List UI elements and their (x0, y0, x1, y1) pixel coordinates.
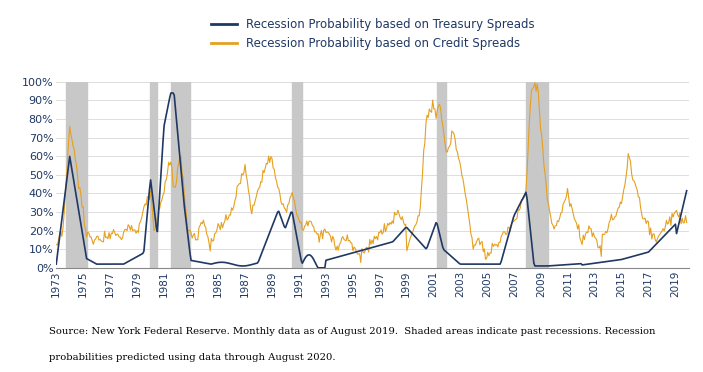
Bar (150, 82, 157, 268)
Legend: Recession Probability based on Treasury Spreads, Recession Probability based on : Recession Probability based on Treasury … (206, 13, 539, 55)
Text: Source: New York Federal Reserve. Monthly data as of August 2019.  Shaded areas : Source: New York Federal Reserve. Monthl… (49, 327, 656, 336)
Bar (527, 82, 548, 268)
Bar (292, 82, 302, 268)
Bar (171, 82, 190, 268)
Text: probabilities predicted using data through August 2020.: probabilities predicted using data throu… (49, 353, 336, 362)
Bar (437, 82, 446, 268)
Bar (66, 82, 86, 268)
